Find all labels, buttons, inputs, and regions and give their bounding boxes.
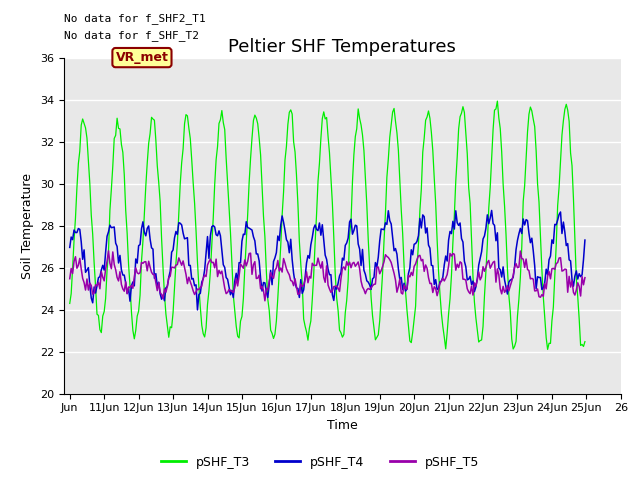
pSHF_T5 xyxy=(294,291,301,297)
pSHF_T5 xyxy=(105,248,113,254)
Text: No data for f_SHF_T2: No data for f_SHF_T2 xyxy=(64,30,199,41)
pSHF_T3 xyxy=(237,318,244,324)
pSHF_T3 xyxy=(129,327,137,333)
pSHF_T4 xyxy=(488,207,495,213)
pSHF_T5 xyxy=(221,285,228,291)
pSHF_T5 xyxy=(261,298,269,304)
Y-axis label: Soil Temperature: Soil Temperature xyxy=(22,173,35,278)
pSHF_T4 xyxy=(292,285,300,291)
pSHF_T4 xyxy=(581,237,589,243)
Line: pSHF_T5: pSHF_T5 xyxy=(70,251,585,301)
pSHF_T5 xyxy=(581,275,589,280)
Line: pSHF_T3: pSHF_T3 xyxy=(70,101,585,349)
pSHF_T5 xyxy=(556,255,563,261)
pSHF_T4 xyxy=(238,238,246,244)
pSHF_T3 xyxy=(493,98,501,104)
pSHF_T3 xyxy=(556,184,563,190)
Text: VR_met: VR_met xyxy=(115,51,168,64)
pSHF_T3 xyxy=(66,300,74,306)
pSHF_T4 xyxy=(129,279,137,285)
pSHF_T4 xyxy=(194,307,202,313)
pSHF_T3 xyxy=(291,149,299,155)
pSHF_T5 xyxy=(238,263,246,269)
pSHF_T5 xyxy=(66,276,74,282)
X-axis label: Time: Time xyxy=(327,419,358,432)
pSHF_T3 xyxy=(245,180,253,186)
Title: Peltier SHF Temperatures: Peltier SHF Temperatures xyxy=(228,38,456,56)
Text: No data for f_SHF2_T1: No data for f_SHF2_T1 xyxy=(64,13,205,24)
pSHF_T4 xyxy=(556,212,563,217)
pSHF_T4 xyxy=(221,264,228,270)
pSHF_T4 xyxy=(66,244,74,250)
pSHF_T3 xyxy=(544,347,552,352)
Legend: pSHF_T3, pSHF_T4, pSHF_T5: pSHF_T3, pSHF_T4, pSHF_T5 xyxy=(156,451,484,474)
pSHF_T5 xyxy=(131,274,138,279)
pSHF_T3 xyxy=(581,339,589,345)
pSHF_T4 xyxy=(246,226,254,232)
pSHF_T3 xyxy=(220,120,227,125)
pSHF_T5 xyxy=(246,250,254,256)
Line: pSHF_T4: pSHF_T4 xyxy=(70,210,585,310)
